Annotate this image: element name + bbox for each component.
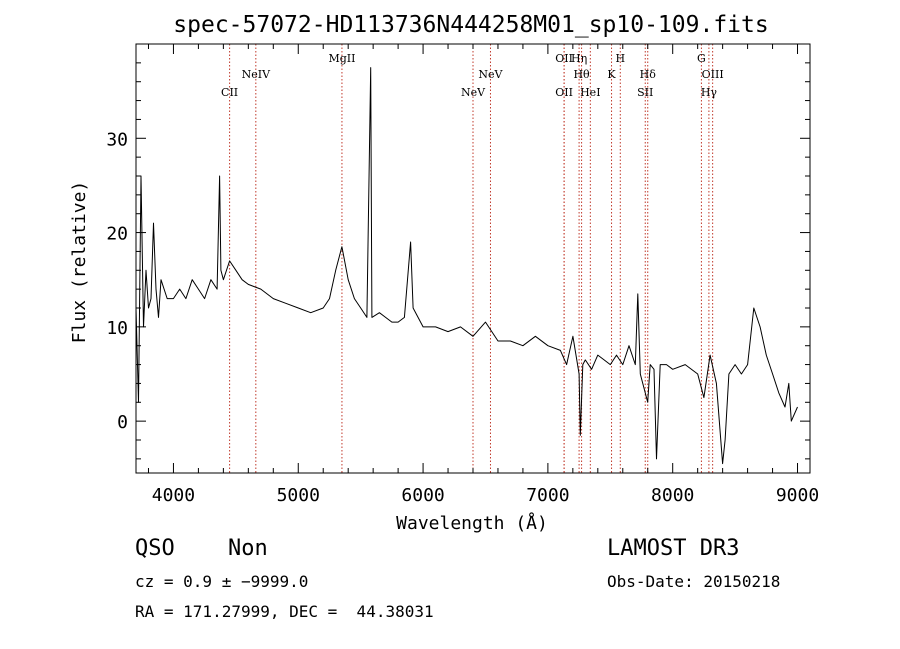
line-label-14: G <box>697 52 706 65</box>
x-tick-label-0: 4000 <box>152 485 195 506</box>
line-label-10: K <box>607 68 616 81</box>
line-label-15: OIII <box>702 68 724 81</box>
line-label-4: NeV <box>478 68 503 81</box>
line-label-8: Hθ <box>573 68 590 81</box>
class-label: QSO <box>135 536 175 561</box>
line-label-0: CII <box>221 86 238 99</box>
y-tick-label-3: 30 <box>106 129 128 150</box>
line-label-12: Hδ <box>640 68 657 81</box>
y-axis-label: Flux (relative) <box>69 181 90 344</box>
line-label-16: Hγ <box>701 86 718 99</box>
y-tick-label-1: 10 <box>106 318 128 339</box>
spectrum-series <box>135 67 798 465</box>
x-tick-label-5: 9000 <box>776 485 819 506</box>
line-markers: CIINeIVMgIINeVNeVOIIOIIHηHθHeIKHHδSIIGOI… <box>221 44 724 473</box>
subclass-label: Non <box>228 536 268 561</box>
x-tick-label-2: 6000 <box>401 485 444 506</box>
y-tick-label-2: 20 <box>106 224 128 245</box>
spectrum-line <box>135 67 798 465</box>
obs-date-label: Obs-Date: 20150218 <box>607 572 781 591</box>
line-label-13: SII <box>637 86 653 99</box>
x-tick-label-1: 5000 <box>277 485 320 506</box>
line-label-1: NeIV <box>242 68 271 81</box>
survey-label: LAMOST DR3 <box>607 536 740 561</box>
x-tick-label-3: 7000 <box>526 485 569 506</box>
line-label-11: H <box>615 52 625 65</box>
x-axis: 4000 5000 6000 7000 8000 9000 <box>147 44 819 506</box>
y-tick-label-0: 0 <box>117 412 128 433</box>
chart-title: spec-57072-HD113736N444258M01_sp10-109.f… <box>173 12 768 38</box>
line-label-7: Hη <box>571 52 587 65</box>
x-axis-label: Wavelength (Å) <box>396 512 548 534</box>
x-tick-label-4: 8000 <box>651 485 694 506</box>
coordinates-label: RA = 171.27999, DEC = 44.38031 <box>135 602 434 621</box>
y-axis: 0 10 20 30 <box>106 43 810 460</box>
line-label-6: OII <box>555 86 573 99</box>
line-label-3: NeV <box>461 86 486 99</box>
line-label-9: HeI <box>580 86 600 99</box>
redshift-label: cz = 0.9 ± −9999.0 <box>135 572 309 591</box>
line-label-2: MgII <box>328 52 355 65</box>
